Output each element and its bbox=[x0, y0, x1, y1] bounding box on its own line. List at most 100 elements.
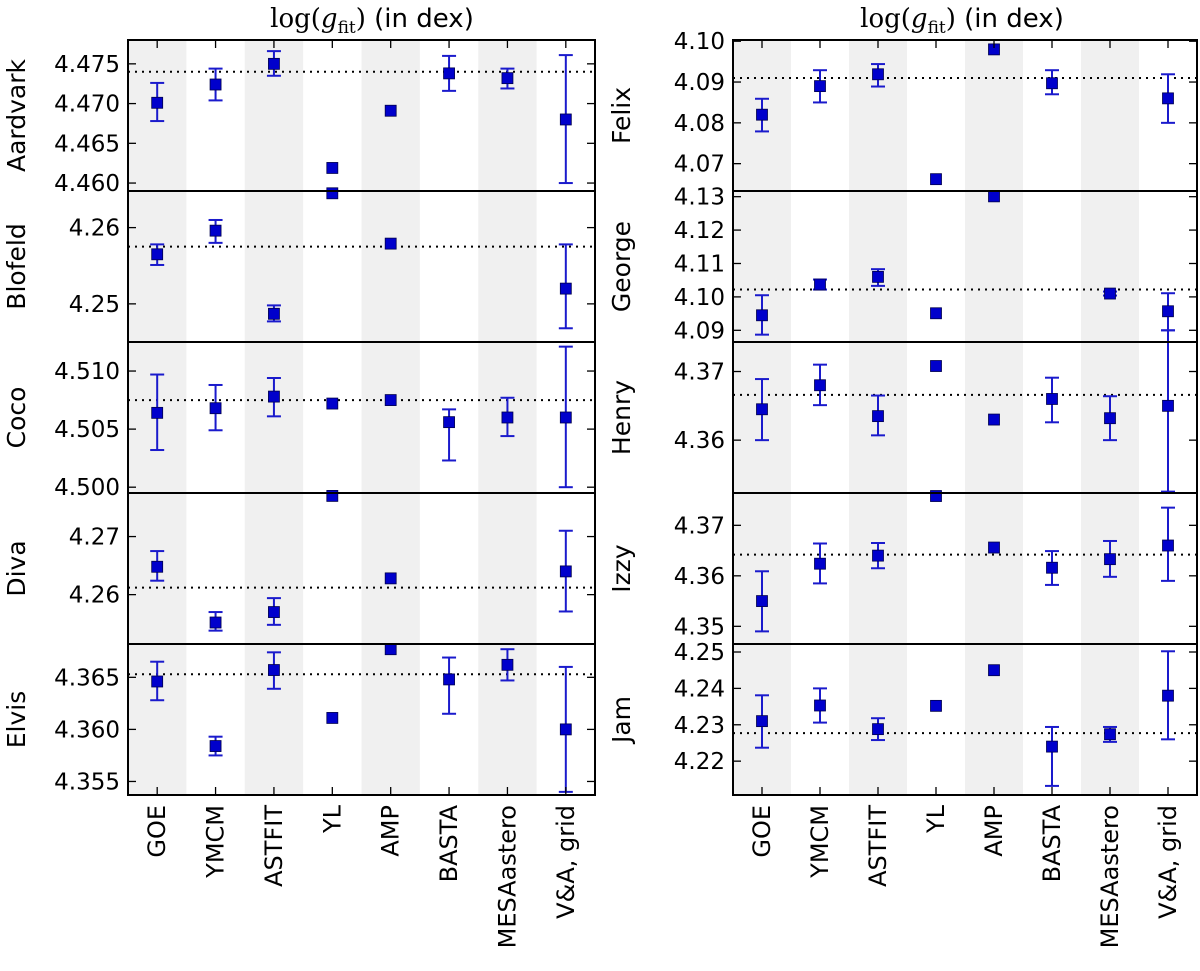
data-point bbox=[559, 113, 572, 126]
y-tick-label: 4.12 bbox=[674, 218, 725, 244]
data-point bbox=[326, 490, 339, 502]
panel-george: 4.09 4.10 4.11 4.12 4.13 George bbox=[607, 185, 1198, 344]
data-point bbox=[1046, 393, 1058, 405]
data-point bbox=[268, 390, 280, 403]
left-column-title: log(gfit) (in dex) bbox=[270, 4, 474, 38]
data-point bbox=[151, 406, 164, 419]
method-label: V&A, grid bbox=[552, 805, 580, 919]
right-title-sub: fit bbox=[928, 18, 946, 38]
data-point bbox=[209, 78, 222, 91]
y-tick-label: 4.11 bbox=[674, 251, 725, 277]
data-point bbox=[384, 572, 397, 585]
data-point bbox=[930, 490, 942, 502]
panel-name: Aardvark bbox=[2, 58, 31, 172]
method-label: MESAastero bbox=[1096, 805, 1124, 948]
y-tick-label: 4.460 bbox=[54, 171, 120, 197]
y-tick-label: 4.27 bbox=[69, 525, 120, 551]
data-point bbox=[1104, 287, 1116, 300]
data-point bbox=[814, 379, 826, 392]
panel-diva: 4.26 4.27 Diva bbox=[2, 490, 596, 645]
data-point bbox=[756, 108, 768, 121]
data-point bbox=[814, 278, 826, 291]
data-point bbox=[384, 237, 397, 250]
data-point bbox=[1162, 305, 1174, 318]
y-tick-label: 4.470 bbox=[54, 92, 120, 118]
data-point bbox=[814, 699, 826, 712]
panel-name: Jam bbox=[607, 696, 636, 745]
panel-name: George bbox=[607, 221, 636, 312]
right-title-var: g bbox=[911, 4, 928, 34]
y-tick-label: 4.25 bbox=[69, 292, 120, 318]
method-label: GOE bbox=[143, 805, 171, 858]
y-tick-label: 4.24 bbox=[674, 676, 725, 702]
panel-name: Elvis bbox=[2, 691, 31, 749]
y-tick-label: 4.26 bbox=[69, 216, 120, 242]
method-label: ASTFIT bbox=[864, 805, 892, 887]
panel-blofeld: 4.25 4.26 Blofeld bbox=[2, 187, 596, 343]
data-point bbox=[1046, 561, 1058, 574]
data-point bbox=[756, 595, 768, 607]
method-label: GOE bbox=[748, 805, 776, 858]
y-tick-label: 4.510 bbox=[54, 359, 120, 385]
data-point bbox=[384, 104, 397, 117]
method-label: BASTA bbox=[435, 804, 463, 882]
data-point bbox=[209, 402, 222, 415]
panel-elvis: 4.355 4.360 4.365 Elvis bbox=[2, 643, 596, 796]
plot-layer: 4.460 4.465 4.470 4.475 Aardvark 4.25 4.26 Blof… bbox=[2, 29, 1198, 948]
data-point bbox=[443, 67, 455, 80]
data-point bbox=[209, 616, 222, 629]
data-point bbox=[326, 712, 339, 724]
right-title-fn: log( bbox=[860, 4, 911, 34]
left-title-sub: fit bbox=[338, 18, 356, 38]
right-column-title: log(gfit) (in dex) bbox=[860, 4, 1064, 38]
method-label: AMP bbox=[377, 805, 405, 857]
data-point bbox=[209, 224, 222, 237]
y-tick-label: 4.465 bbox=[54, 131, 120, 157]
data-point bbox=[559, 282, 572, 295]
data-point bbox=[988, 541, 1000, 554]
data-point bbox=[501, 72, 514, 85]
left-title-fn: log( bbox=[270, 4, 321, 34]
data-point bbox=[326, 187, 339, 200]
data-point bbox=[756, 403, 768, 416]
y-tick-label: 4.500 bbox=[54, 475, 120, 501]
data-point bbox=[384, 643, 397, 656]
y-tick-label: 4.09 bbox=[674, 70, 725, 96]
panel-name: Izzy bbox=[607, 544, 636, 593]
data-point bbox=[326, 162, 339, 174]
data-point bbox=[814, 80, 826, 93]
data-point bbox=[384, 394, 397, 406]
data-point bbox=[268, 307, 280, 320]
method-label: V&A, grid bbox=[1154, 805, 1182, 919]
y-tick-label: 4.365 bbox=[54, 665, 120, 691]
data-point bbox=[1162, 689, 1174, 702]
data-point bbox=[151, 675, 164, 688]
data-point bbox=[988, 413, 1000, 426]
y-tick-label: 4.25 bbox=[674, 640, 725, 666]
y-tick-label: 4.360 bbox=[54, 717, 120, 743]
data-point bbox=[756, 715, 768, 728]
method-label: YL bbox=[318, 804, 346, 834]
data-point bbox=[930, 173, 942, 186]
panel-frame bbox=[127, 643, 596, 796]
y-tick-label: 4.36 bbox=[674, 428, 725, 454]
data-point bbox=[872, 270, 884, 283]
data-point bbox=[268, 606, 280, 618]
panel-name: Henry bbox=[607, 380, 636, 455]
panel-name: Blofeld bbox=[2, 223, 31, 309]
data-point bbox=[872, 68, 884, 81]
data-point bbox=[988, 190, 1000, 203]
y-tick-label: 4.13 bbox=[674, 185, 725, 211]
data-point bbox=[559, 723, 572, 736]
right-title-close: ) bbox=[946, 4, 956, 34]
data-point bbox=[326, 397, 339, 410]
data-point bbox=[1162, 92, 1174, 105]
y-tick-label: 4.37 bbox=[674, 360, 725, 386]
data-point bbox=[501, 411, 514, 424]
data-point bbox=[151, 560, 164, 573]
y-tick-label: 4.36 bbox=[674, 564, 725, 590]
data-point bbox=[930, 307, 942, 320]
y-tick-label: 4.37 bbox=[674, 513, 725, 539]
panel-name: Diva bbox=[2, 540, 31, 596]
